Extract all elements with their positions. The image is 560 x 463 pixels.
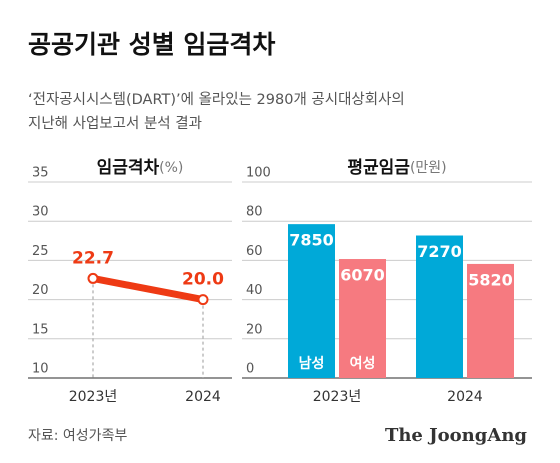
y-tick-label: 0 xyxy=(246,362,254,377)
y-tick-label: 25 xyxy=(32,244,49,259)
y-tick-label: 80 xyxy=(246,205,263,220)
chart-title-text: 임금격차 xyxy=(97,157,160,178)
y-tick-label: 20 xyxy=(32,283,49,298)
subtitle: 지난해 사업보고서 분석 결과 xyxy=(28,115,202,132)
data-label: 6070 xyxy=(340,266,385,285)
subtitle: ‘전자공시시스템(DART)’에 올라있는 2980개 공시대상회사의 xyxy=(28,91,405,108)
y-tick-label: 40 xyxy=(246,283,263,298)
data-line xyxy=(89,274,207,304)
bar xyxy=(416,235,463,378)
bar xyxy=(339,259,386,378)
y-tick-label: 35 xyxy=(32,166,49,181)
data-point xyxy=(197,294,209,306)
logo: The JoongAng xyxy=(385,425,527,446)
data-label: 20.0 xyxy=(182,270,224,290)
y-tick-label: 20 xyxy=(246,322,263,337)
source: 자료: 여성가족부 xyxy=(28,428,127,444)
bar xyxy=(467,263,514,378)
x-tick-label: 2023년 xyxy=(313,389,362,405)
x-tick-label: 2024 xyxy=(185,389,221,405)
page-title: 공공기관 성별 임금격차 xyxy=(28,30,275,59)
data-label: 7850 xyxy=(289,231,334,250)
data-label: 22.7 xyxy=(72,248,114,268)
x-tick-label: 2024 xyxy=(447,389,483,405)
chart-unit: (만원) xyxy=(410,160,447,176)
data-point xyxy=(87,272,99,284)
legend-label: 남성 xyxy=(299,355,325,372)
chart-title-text: 평균임금 xyxy=(347,157,410,178)
y-tick-label: 10 xyxy=(32,362,49,377)
chart-title: 평균임금(만원) xyxy=(347,157,446,178)
y-tick-label: 100 xyxy=(246,166,271,181)
chart-title: 임금격차(%) xyxy=(97,157,184,178)
y-tick-label: 30 xyxy=(32,205,49,220)
legend-label: 여성 xyxy=(350,355,376,372)
data-label: 5820 xyxy=(468,270,513,289)
bar xyxy=(288,224,335,378)
y-tick-label: 60 xyxy=(246,244,263,259)
data-label: 7270 xyxy=(417,242,462,261)
x-tick-label: 2023년 xyxy=(69,389,118,405)
y-tick-label: 15 xyxy=(32,322,49,337)
chart-unit: (%) xyxy=(159,160,183,176)
